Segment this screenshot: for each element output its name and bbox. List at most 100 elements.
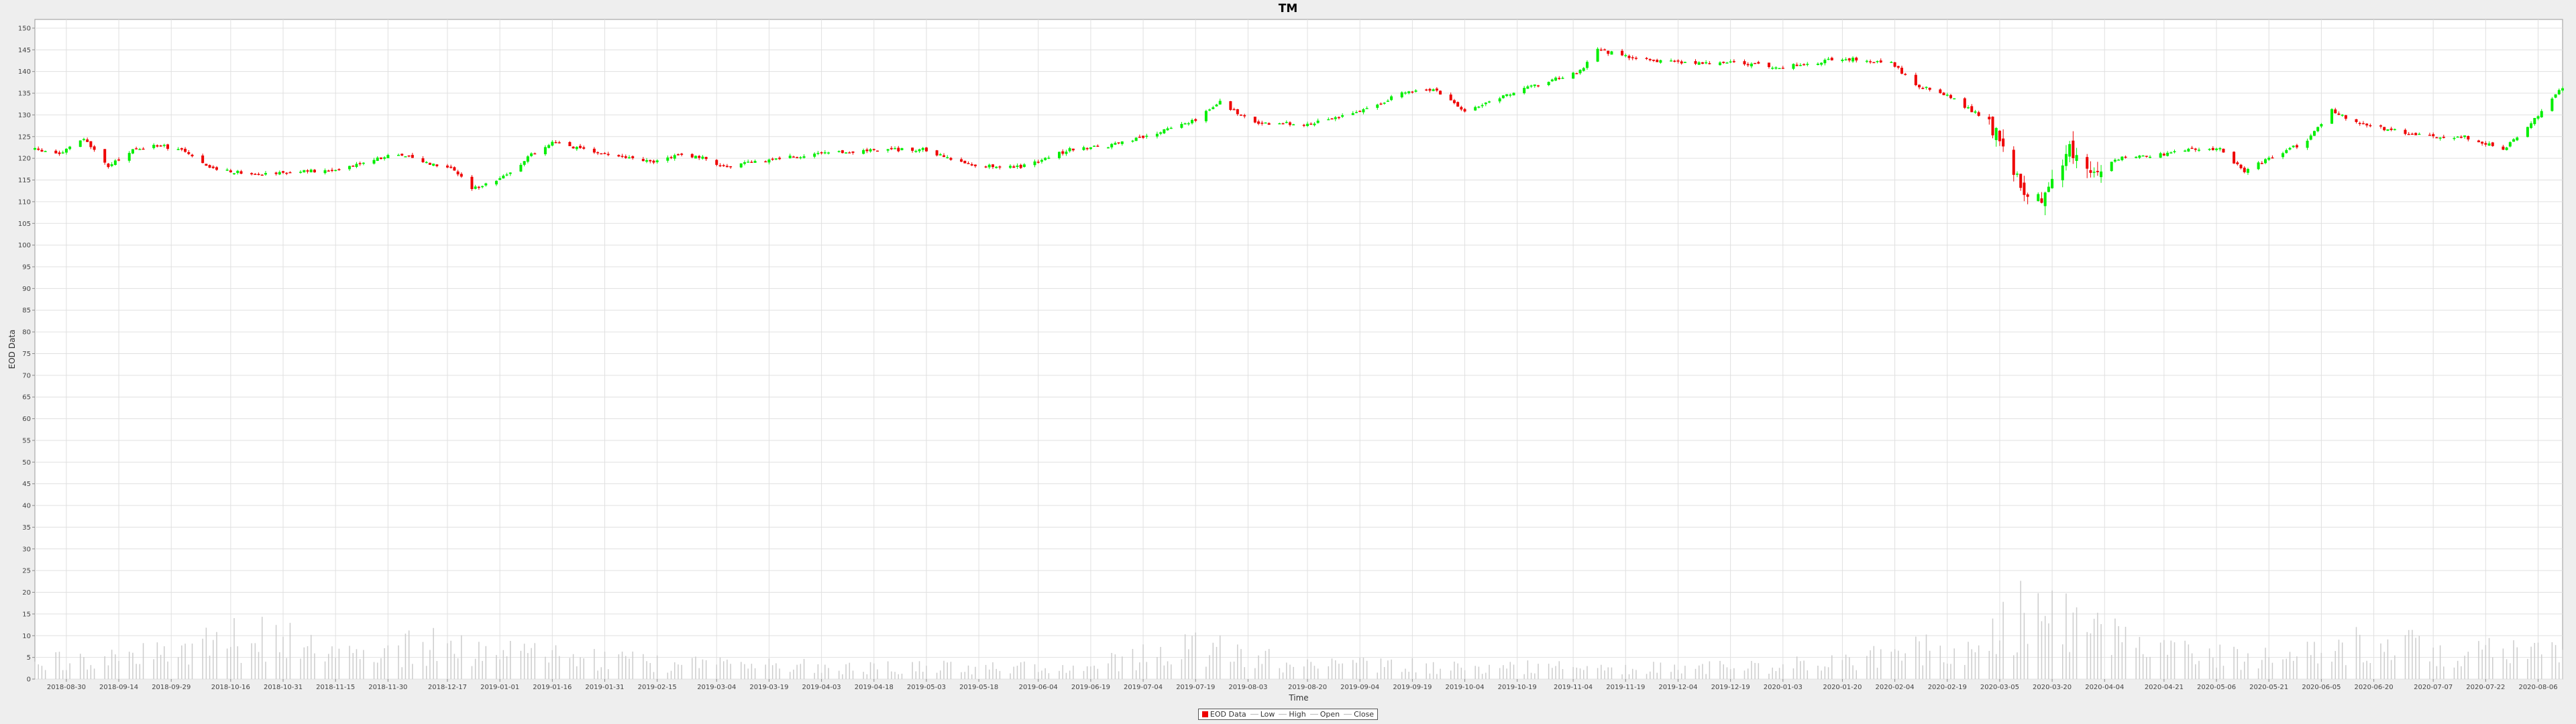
y-tick-label: 95 (22, 264, 31, 272)
x-tick-label: 2018-11-15 (316, 684, 355, 691)
candle-body-up (1354, 112, 1358, 113)
volume-bar (1611, 667, 1613, 679)
volume-bar (523, 644, 525, 679)
x-tick-label: 2019-04-03 (802, 684, 841, 691)
volume-bar (496, 655, 497, 679)
volume-bar (604, 652, 606, 679)
volume-bar (1807, 670, 1809, 679)
volume-bar (457, 658, 459, 679)
candle-body-down (1019, 164, 1022, 168)
x-tick-label: 2020-05-21 (2249, 684, 2288, 691)
volume-bar (1635, 670, 1637, 679)
volume-bar (107, 665, 109, 679)
candle-body-down (411, 155, 414, 158)
volume-bar (2341, 642, 2343, 679)
candle-body-down (796, 157, 799, 158)
candle-body-up (1561, 78, 1564, 79)
volume-bar (1841, 660, 1843, 679)
candle-body-down (771, 158, 774, 160)
volume-bar (1631, 668, 1633, 679)
x-tick-label: 2019-03-19 (749, 684, 788, 691)
candle-body-down (445, 166, 449, 168)
candle-body-up (1659, 60, 1662, 63)
candle-body-down (215, 167, 219, 170)
candle-body-down (603, 153, 606, 154)
volume-bar (824, 664, 826, 679)
volume-bar (1289, 664, 1291, 679)
candle-body-down (1117, 142, 1120, 143)
x-tick-label: 2019-07-04 (1124, 684, 1163, 691)
candle-body-down (184, 148, 187, 152)
candle-body-up (303, 170, 306, 173)
candle-body-up (1180, 123, 1183, 128)
candle-body-down (250, 173, 254, 175)
candle-body-up (299, 172, 303, 173)
candle-body-up (2309, 135, 2312, 140)
candle-body-up (110, 164, 113, 166)
volume-bar (2506, 659, 2508, 679)
candle-body-down (2337, 113, 2341, 115)
volume-bar (775, 663, 777, 679)
candle-body-down (2484, 143, 2487, 145)
volume-bar (747, 668, 749, 679)
volume-bar (1772, 667, 1773, 679)
volume-bar (1726, 667, 1728, 679)
candle-body-down (1558, 78, 1561, 79)
y-tick-label: 150 (18, 25, 31, 32)
volume-bar (572, 654, 574, 679)
candle-body-down (2096, 170, 2099, 172)
volume-bar (1576, 667, 1578, 679)
candle-body-down (690, 154, 694, 158)
candle-body-down (260, 174, 264, 176)
x-tick-label: 2019-08-03 (1228, 684, 1267, 691)
candle-body-down (1676, 60, 1680, 62)
chart-title: TM (1278, 2, 1298, 15)
volume-bar (1034, 664, 1036, 679)
volume-bar (233, 618, 235, 679)
volume-bar (730, 664, 731, 679)
candle-body-down (704, 157, 708, 160)
candle-body-up (2121, 156, 2124, 160)
volume-bar (83, 657, 85, 679)
volume-bar (1010, 673, 1011, 679)
candle-body-down (93, 146, 96, 150)
volume-bar (1244, 667, 1245, 679)
x-tick-label: 2019-11-19 (1606, 684, 1645, 691)
candle-body-down (1456, 102, 1460, 107)
volume-bar (576, 666, 578, 679)
candle-body-down (669, 157, 673, 158)
candle-body-up (34, 147, 36, 150)
volume-bar (1974, 652, 1976, 679)
x-tick-label: 2019-07-19 (1176, 684, 1215, 691)
candle-body-up (432, 164, 435, 166)
candle-body-up (1750, 63, 1753, 66)
candle-body-down (725, 166, 729, 168)
y-tick-label: 5 (27, 654, 31, 662)
volume-bar (1628, 674, 1630, 679)
candle-body-down (1142, 135, 1145, 138)
volume-bar (594, 649, 595, 679)
x-tick-label: 2019-10-04 (1445, 684, 1484, 691)
volume-bar (2562, 650, 2563, 679)
candle-body-up (1526, 86, 1529, 89)
x-tick-label: 2020-02-04 (1876, 684, 1915, 691)
candle-body-up (484, 183, 488, 186)
volume-bar (814, 672, 815, 679)
volume-bar (1674, 664, 1675, 679)
volume-bar (213, 640, 214, 679)
volume-bar (2485, 645, 2487, 679)
candle-body-down (960, 159, 963, 162)
volume-bar (1048, 673, 1050, 679)
x-tick-label: 2019-06-19 (1071, 684, 1110, 691)
volume-bar (1489, 664, 1490, 679)
candle-body-up (1400, 92, 1403, 98)
volume-bar (793, 669, 794, 679)
candle-body-down (715, 160, 718, 165)
candle-body-down (2481, 141, 2484, 144)
volume-bar (1454, 661, 1455, 679)
candle-body-down (1463, 109, 1466, 112)
volume-bar (534, 643, 536, 679)
candle-body-down (2190, 147, 2194, 149)
volume-bar (1625, 664, 1627, 679)
candle-body-up (2138, 156, 2141, 158)
